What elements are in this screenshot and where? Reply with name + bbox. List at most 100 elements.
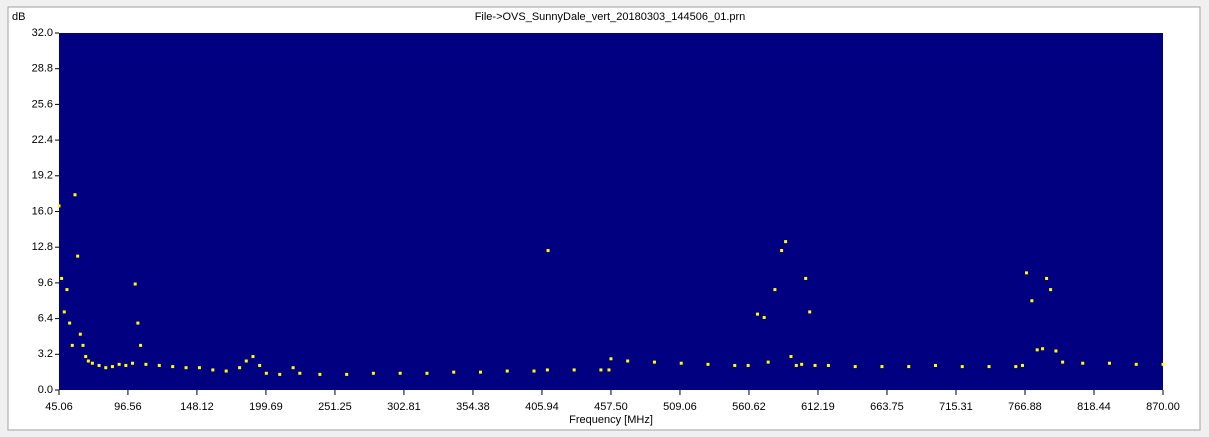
data-point: [532, 369, 536, 373]
data-point: [171, 365, 175, 369]
data-point: [224, 369, 228, 373]
x-tick-label: 302.81: [387, 401, 421, 413]
data-point: [880, 365, 884, 369]
x-tick-label: 405.94: [525, 401, 559, 413]
y-tick-label: 28.8: [32, 63, 53, 75]
data-point: [81, 343, 85, 347]
data-point: [1041, 347, 1045, 351]
data-point: [117, 362, 121, 366]
plot-area: [59, 33, 1163, 390]
x-tick-label: 509.06: [663, 401, 697, 413]
data-point: [746, 363, 750, 367]
data-point: [756, 312, 760, 316]
data-point: [251, 355, 255, 359]
y-tick-label: 12.8: [32, 241, 53, 253]
x-tick-label: 96.56: [114, 401, 142, 413]
data-point: [773, 288, 777, 292]
data-point: [110, 365, 114, 369]
y-tick-label: 19.2: [32, 170, 53, 182]
data-point: [291, 366, 295, 370]
data-point: [244, 359, 248, 363]
x-tick-label: 560.62: [732, 401, 766, 413]
data-point: [1024, 271, 1028, 275]
data-point: [1030, 299, 1034, 303]
y-tick-label: 3.2: [38, 348, 53, 360]
data-point: [853, 365, 857, 369]
data-point: [1054, 349, 1058, 353]
data-point: [452, 370, 456, 374]
data-point: [90, 361, 94, 365]
data-point: [679, 361, 683, 365]
y-tick-label: 0.0: [38, 384, 53, 396]
data-point: [607, 368, 611, 372]
data-point: [933, 363, 937, 367]
data-point: [371, 371, 375, 375]
data-point: [70, 343, 74, 347]
y-tick-label: 32.0: [32, 27, 53, 39]
x-tick-label: 715.31: [939, 401, 973, 413]
data-point: [345, 372, 349, 376]
data-point: [197, 366, 201, 370]
data-point: [139, 343, 143, 347]
data-point: [124, 363, 128, 367]
data-point: [546, 249, 550, 253]
data-point: [1049, 288, 1053, 292]
y-axis-label: dB: [12, 11, 25, 23]
data-point: [813, 363, 817, 367]
x-tick-label: 766.88: [1008, 401, 1042, 413]
data-point: [238, 366, 242, 370]
data-point: [1061, 360, 1065, 364]
data-point: [789, 355, 793, 359]
data-point: [76, 254, 80, 258]
data-point: [258, 363, 262, 367]
data-point: [800, 362, 804, 366]
x-tick-label: 354.38: [456, 401, 490, 413]
data-point: [907, 365, 911, 369]
x-tick-label: 45.06: [45, 401, 73, 413]
x-tick-label: 251.25: [318, 401, 352, 413]
data-point: [86, 359, 90, 363]
data-point: [264, 371, 268, 375]
chart-title: File->OVS_SunnyDale_vert_20180303_144506…: [475, 11, 746, 23]
data-point: [987, 365, 991, 369]
data-point: [804, 276, 808, 280]
y-tick-label: 6.4: [38, 313, 53, 325]
x-tick-label: 612.19: [801, 401, 835, 413]
data-point: [157, 363, 161, 367]
x-tick-label: 199.69: [249, 401, 283, 413]
data-point: [1161, 362, 1165, 366]
data-point: [733, 363, 737, 367]
data-point: [62, 310, 66, 314]
data-point: [133, 282, 137, 286]
data-point: [706, 362, 710, 366]
data-point: [1045, 276, 1049, 280]
data-point: [73, 193, 77, 197]
data-point: [104, 366, 108, 370]
data-point: [784, 240, 788, 244]
data-point: [808, 310, 812, 314]
data-point: [97, 363, 101, 367]
data-point: [425, 371, 429, 375]
data-point: [84, 355, 88, 359]
data-point: [60, 276, 64, 280]
y-tick-label: 16.0: [32, 205, 53, 217]
data-point: [826, 363, 830, 367]
x-tick-label: 148.12: [180, 401, 214, 413]
y-tick-label: 22.4: [32, 134, 53, 146]
data-point: [478, 370, 482, 374]
data-point: [398, 371, 402, 375]
data-point: [780, 249, 784, 253]
y-tick-label: 25.6: [32, 98, 53, 110]
data-point: [65, 288, 69, 292]
data-point: [505, 369, 509, 373]
data-point: [1081, 361, 1085, 365]
data-point: [318, 372, 322, 376]
data-point: [572, 368, 576, 372]
x-tick-label: 818.44: [1077, 401, 1111, 413]
x-tick-label: 870.00: [1146, 401, 1180, 413]
data-point: [652, 360, 656, 364]
y-tick-label: 9.6: [38, 277, 53, 289]
data-point: [136, 321, 140, 325]
data-point: [78, 332, 82, 336]
